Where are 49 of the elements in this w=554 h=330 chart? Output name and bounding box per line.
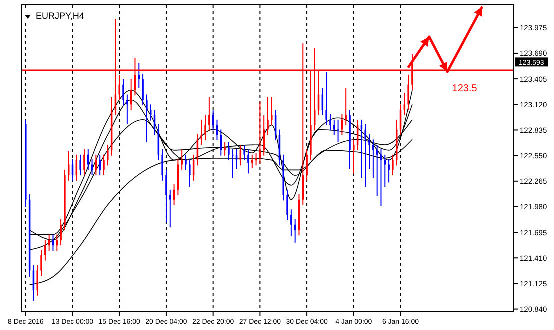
candlestick [271,96,273,126]
candlestick [60,219,62,246]
candlestick [146,94,148,143]
candlestick [334,119,336,136]
candlestick [224,142,226,156]
candlestick [330,114,332,132]
candlestick [166,170,168,224]
candlestick [40,250,42,277]
candlestick [228,142,230,161]
candlestick [208,96,210,132]
candlestick [368,134,370,170]
candlestick [372,139,374,179]
candlestick [267,96,269,136]
candlestick [200,119,202,146]
candlestick [44,240,46,262]
candlestick [263,114,265,156]
candlestick [392,154,394,176]
candlestick [364,124,366,188]
candlestick [126,94,128,125]
candlestick [244,144,246,161]
candlestick [353,139,355,174]
candlestick [248,149,250,174]
candlestick [162,149,164,182]
candlestick [36,264,38,296]
candlestick [103,154,105,176]
candlestick [107,144,109,166]
candlestick [290,209,292,238]
text: EURJPY,H4 [36,11,84,21]
candlestick [306,149,308,182]
candlestick [118,74,120,101]
candlestick [88,149,90,171]
candlestick [142,74,144,106]
candlestick [408,74,410,111]
candlestick [80,154,82,176]
candlestick [122,79,124,107]
candlestick [252,154,254,169]
candlestick [170,189,172,228]
candlestick [99,154,101,176]
candlestick [84,149,86,176]
legend-label: 123.5 [452,84,478,95]
candlestick [185,154,187,171]
candlestick [181,149,183,171]
candlestick [345,88,347,126]
candlestick [255,152,258,166]
candlestick [388,158,390,184]
candlestick [286,189,288,221]
candlestick [204,114,206,142]
candlestick [326,72,328,126]
candlestick [189,158,191,188]
